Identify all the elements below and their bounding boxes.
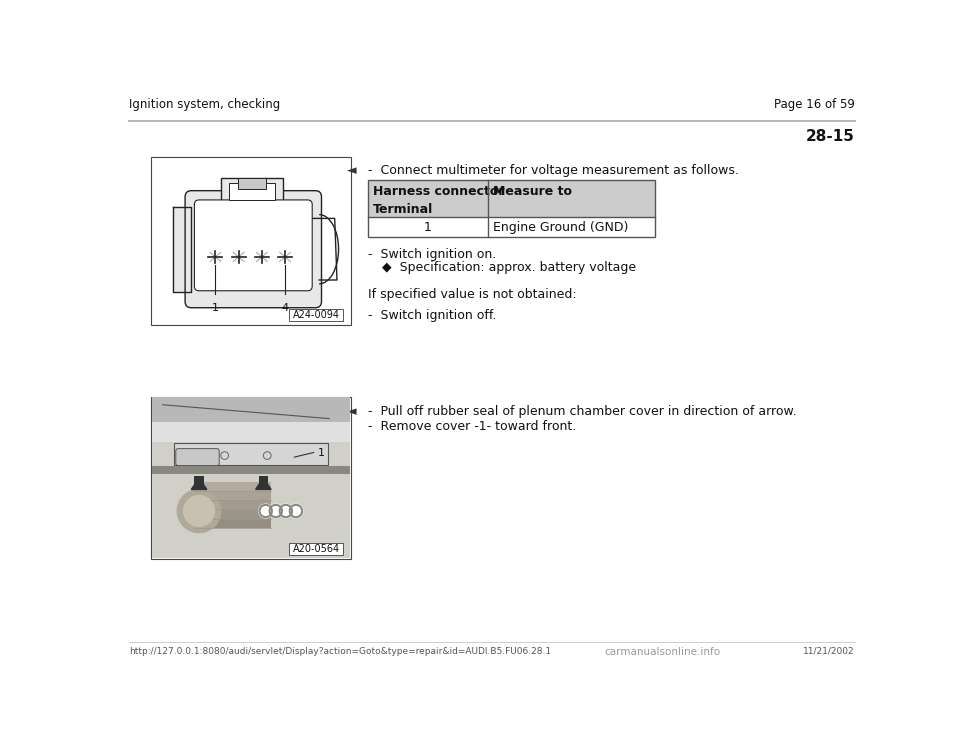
Circle shape <box>183 496 214 526</box>
Bar <box>194 482 271 491</box>
Polygon shape <box>191 478 206 490</box>
FancyBboxPatch shape <box>185 191 322 308</box>
Bar <box>151 157 351 325</box>
Text: 1: 1 <box>424 221 432 234</box>
Text: A20-0564: A20-0564 <box>293 544 340 554</box>
Bar <box>368 180 655 237</box>
Bar <box>152 397 350 443</box>
FancyBboxPatch shape <box>176 449 219 465</box>
Bar <box>152 466 350 474</box>
Text: -  Remove cover -1- toward front.: - Remove cover -1- toward front. <box>368 420 576 433</box>
Text: Harness connector: Harness connector <box>372 186 504 198</box>
Text: -  Switch ignition off.: - Switch ignition off. <box>368 309 496 322</box>
Text: 1: 1 <box>212 303 219 313</box>
Text: Measure to: Measure to <box>492 186 572 198</box>
Bar <box>151 397 351 559</box>
Text: If specified value is not obtained:: If specified value is not obtained: <box>368 288 577 301</box>
Circle shape <box>289 504 303 518</box>
Bar <box>289 543 344 555</box>
Circle shape <box>178 490 221 533</box>
Text: Page 16 of 59: Page 16 of 59 <box>774 98 854 111</box>
Polygon shape <box>255 478 271 490</box>
Text: carmanualsonline.info: carmanualsonline.info <box>605 646 721 657</box>
Text: ◆  Specification: approx. battery voltage: ◆ Specification: approx. battery voltage <box>382 260 636 274</box>
Bar <box>152 442 350 558</box>
Bar <box>194 476 204 490</box>
Text: A24-0094: A24-0094 <box>293 310 340 320</box>
Bar <box>221 178 283 205</box>
Polygon shape <box>173 207 191 292</box>
Circle shape <box>278 504 293 518</box>
Text: ◄: ◄ <box>347 165 356 177</box>
Bar <box>194 519 271 528</box>
Bar <box>175 443 327 464</box>
Text: Ignition system, checking: Ignition system, checking <box>130 98 280 111</box>
Text: 1: 1 <box>318 448 324 459</box>
Text: -  Pull off rubber seal of plenum chamber cover in direction of arrow.: - Pull off rubber seal of plenum chamber… <box>368 404 797 418</box>
FancyBboxPatch shape <box>194 200 312 291</box>
Bar <box>194 510 271 519</box>
Text: 4: 4 <box>281 303 289 313</box>
Text: 11/21/2002: 11/21/2002 <box>804 646 854 655</box>
Text: http://127.0.0.1:8080/audi/servlet/Display?action=Goto&type=repair&id=AUDI.B5.FU: http://127.0.0.1:8080/audi/servlet/Displ… <box>130 646 551 655</box>
Bar <box>194 491 271 500</box>
Bar <box>194 500 271 510</box>
Bar <box>152 397 350 421</box>
Text: -  Connect multimeter for voltage measurement as follows.: - Connect multimeter for voltage measure… <box>368 165 739 177</box>
Text: 28-15: 28-15 <box>805 129 854 144</box>
Bar <box>289 309 344 321</box>
Bar <box>228 183 275 200</box>
Bar <box>238 178 266 189</box>
Text: Terminal: Terminal <box>372 203 433 216</box>
Bar <box>259 476 268 490</box>
Text: Engine Ground (GND): Engine Ground (GND) <box>492 221 628 234</box>
Circle shape <box>269 504 283 518</box>
Bar <box>368 180 655 217</box>
Text: ◄: ◄ <box>347 404 356 418</box>
Text: -  Switch ignition on.: - Switch ignition on. <box>368 248 496 260</box>
Circle shape <box>259 504 273 518</box>
